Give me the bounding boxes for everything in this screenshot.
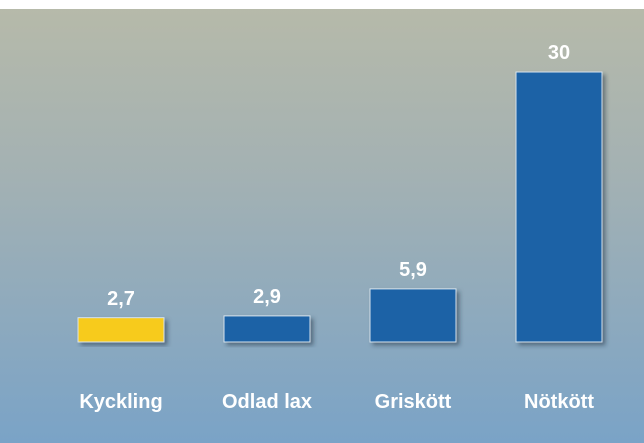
bar [223, 315, 311, 343]
x-tick-label: Odlad lax [221, 391, 313, 413]
bar [369, 288, 457, 343]
x-tick-label: Griskött [374, 391, 452, 413]
value-label: 30 [547, 42, 571, 64]
bar [515, 71, 603, 343]
value-label: 2,9 [253, 285, 281, 308]
value-label: 5,9 [399, 258, 427, 281]
bar [77, 317, 165, 343]
x-tick-label: Kyckling [79, 391, 163, 413]
x-tick-label: Nötkött [524, 391, 594, 413]
value-label: 2,7 [107, 287, 135, 310]
top-band [0, 0, 644, 9]
